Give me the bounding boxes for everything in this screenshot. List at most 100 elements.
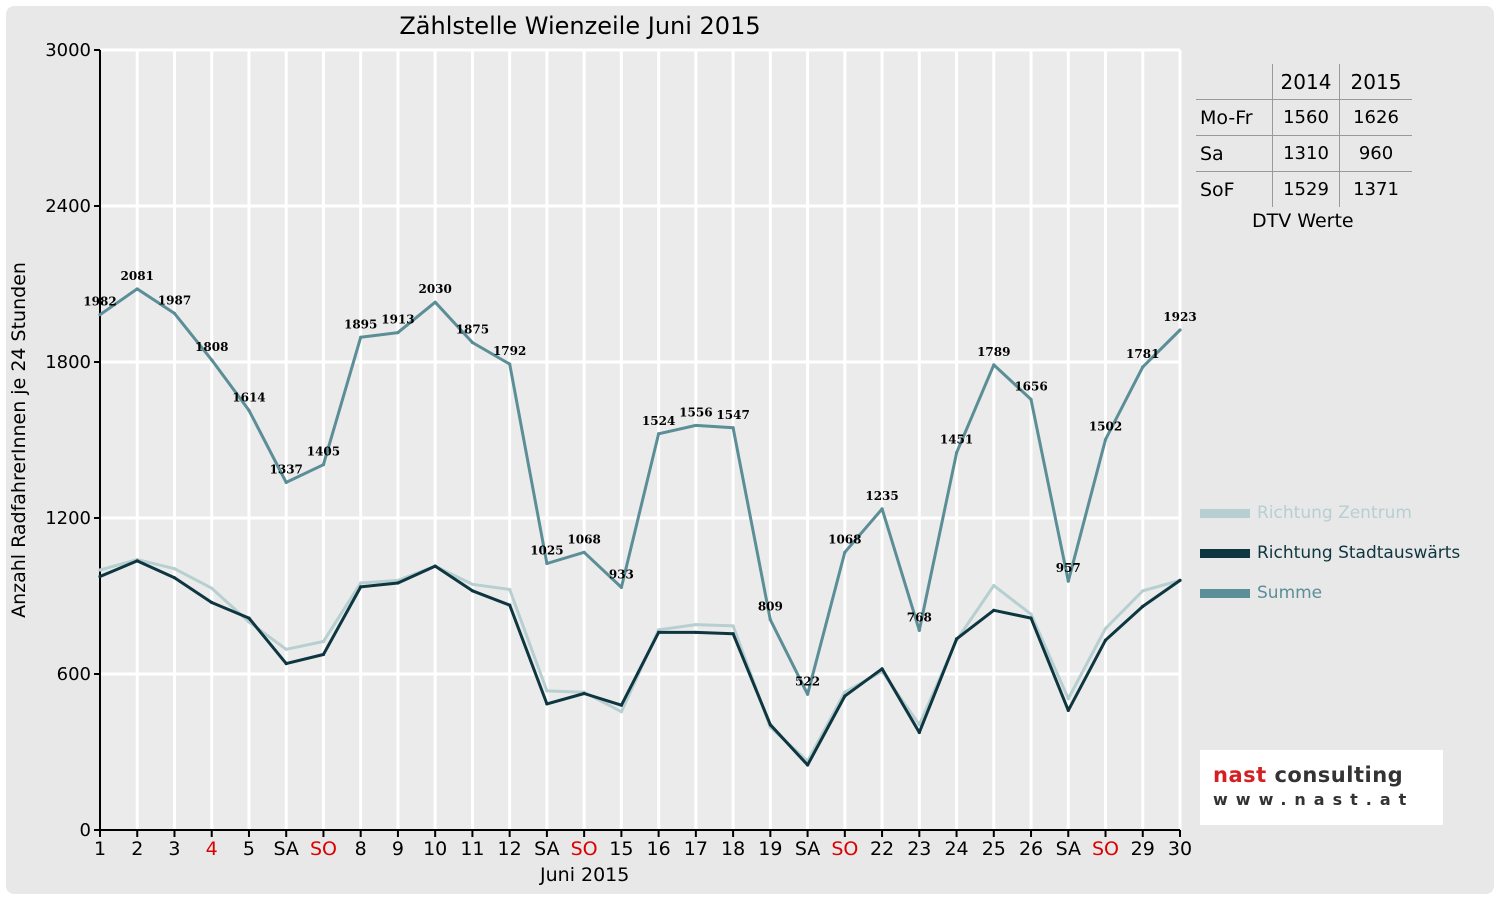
chart-legend: Richtung Zentrum Richtung Stadtauswärts … (1200, 493, 1460, 613)
x-tick-label: 29 (1131, 838, 1155, 860)
dtv-row-label: SoF (1196, 171, 1273, 207)
data-point (470, 589, 475, 593)
data-point (508, 587, 512, 592)
x-tick-label: 17 (684, 838, 708, 860)
data-point (731, 632, 735, 636)
data-point (98, 313, 102, 317)
data-point (694, 423, 698, 428)
dtv-header-2015: 2015 (1339, 64, 1412, 100)
data-point (1103, 437, 1108, 442)
dtv-cell-2015: 1371 (1339, 171, 1412, 207)
data-point (731, 624, 735, 628)
company-logo: nast consulting www.nast.at (1200, 750, 1443, 825)
data-point (731, 426, 735, 430)
x-tick-label: 30 (1168, 838, 1192, 860)
x-tick-label: 10 (423, 838, 447, 860)
data-point (805, 692, 810, 696)
x-tick-label: 9 (392, 838, 404, 860)
x-tick-label: SA (795, 838, 820, 860)
plot-area (100, 50, 1180, 830)
x-axis-label: Juni 2015 (540, 864, 630, 886)
legend-item-summe: Summe (1200, 573, 1460, 613)
data-point (1141, 589, 1145, 593)
dtv-row-label: Mo-Fr (1196, 99, 1273, 136)
data-point (1141, 604, 1145, 609)
data-point (1103, 626, 1108, 631)
data-point (210, 586, 214, 590)
data-point (210, 600, 214, 605)
data-point (172, 576, 177, 580)
x-tick-label: 15 (609, 838, 633, 860)
data-point (321, 463, 326, 467)
x-tick-label: 23 (907, 838, 931, 860)
data-point (619, 710, 623, 714)
data-point (98, 568, 102, 572)
data-label: 1547 (716, 408, 749, 422)
data-label: 1789 (977, 345, 1010, 359)
x-tick-label: 4 (206, 838, 218, 860)
x-tick-label: 22 (870, 838, 894, 860)
x-tick-label: SO (1092, 838, 1119, 860)
x-tick-label: SO (831, 838, 858, 860)
y-tick-label: 2400 (45, 196, 91, 217)
data-label: 933 (609, 567, 634, 581)
x-tick-label: 16 (647, 838, 671, 860)
data-label: 1792 (493, 344, 526, 358)
data-point (843, 694, 847, 698)
dtv-row: SoF 1529 1371 (1196, 171, 1412, 207)
x-tick-label: 8 (355, 838, 367, 860)
logo-url: www.nast.at (1213, 790, 1415, 809)
data-point (433, 300, 437, 304)
data-point (768, 723, 772, 727)
x-tick-label: SA (273, 838, 298, 860)
data-point (1029, 616, 1033, 620)
data-point (917, 628, 921, 632)
data-label: 768 (907, 610, 932, 624)
data-point (508, 603, 512, 607)
data-point (321, 652, 326, 657)
y-tick-label: 1200 (45, 508, 91, 529)
dtv-cell-2015: 1626 (1339, 99, 1412, 136)
legend-label: Richtung Zentrum (1257, 503, 1412, 523)
data-point (843, 550, 847, 554)
data-label: 1068 (567, 532, 600, 546)
data-point (805, 763, 810, 767)
data-label: 1068 (828, 532, 861, 546)
data-label: 1923 (1163, 310, 1196, 324)
data-label: 1524 (642, 414, 675, 428)
data-point (1141, 365, 1145, 369)
data-point (1066, 697, 1070, 701)
dtv-caption: DTV Werte (1252, 210, 1354, 232)
legend-swatch (1200, 548, 1250, 558)
chart-title: Zählstelle Wienzeile Juni 2015 (399, 12, 761, 40)
data-label: 2030 (418, 282, 451, 296)
y-axis-label: Anzahl RadfahrerInnen je 24 Stunden (8, 262, 30, 618)
data-point (619, 703, 623, 707)
legend-label: Richtung Stadtauswärts (1257, 543, 1461, 563)
x-tick-label: 25 (982, 838, 1006, 860)
x-tick-label: SO (571, 838, 598, 860)
data-label: 1781 (1126, 347, 1159, 361)
x-tick-label: 5 (243, 838, 255, 860)
dtv-header-row: 2014 2015 (1196, 64, 1412, 100)
data-label: 1502 (1089, 419, 1122, 433)
y-tick-label: 3000 (45, 40, 91, 61)
x-tick-label: 26 (1019, 838, 1043, 860)
y-tick-label: 600 (57, 664, 91, 685)
data-label: 809 (758, 600, 783, 614)
data-point (396, 331, 400, 335)
data-label: 957 (1056, 561, 1081, 575)
data-point (619, 585, 623, 590)
dtv-cell-2014: 1529 (1272, 171, 1340, 207)
data-label: 522 (795, 674, 820, 688)
data-point (992, 363, 996, 367)
data-point (284, 662, 288, 666)
data-label: 1913 (381, 313, 414, 327)
data-label: 1987 (158, 293, 191, 307)
dtv-header-2014: 2014 (1272, 64, 1340, 100)
data-point (917, 730, 921, 735)
x-tick-label: 1 (94, 838, 106, 860)
data-label: 1808 (195, 340, 228, 354)
data-point (359, 335, 363, 339)
data-label: 1895 (344, 317, 377, 331)
